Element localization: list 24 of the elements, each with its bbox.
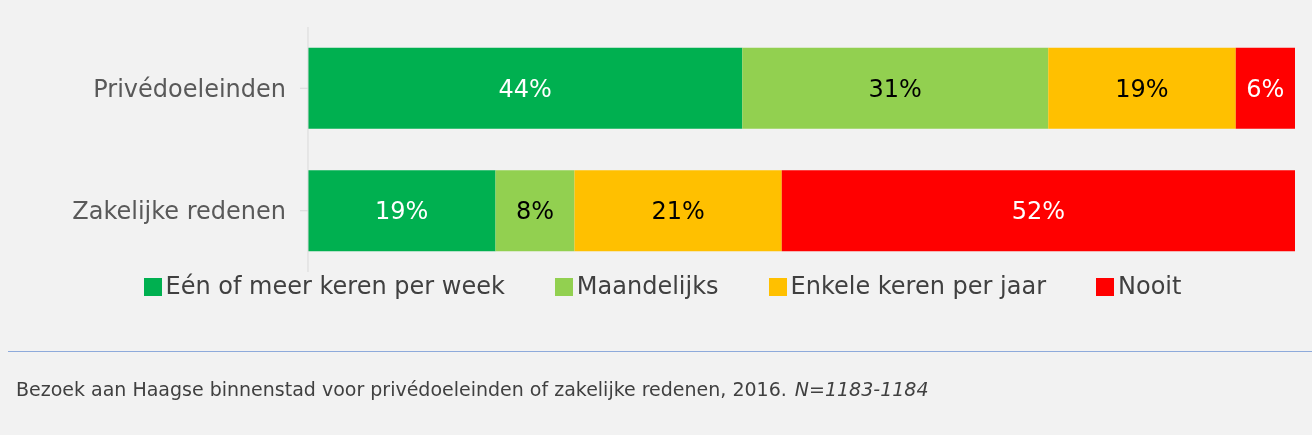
y-tick-label: Zakelijke redenen	[72, 197, 286, 226]
data-label: 44%	[498, 74, 552, 103]
data-label: 6%	[1246, 74, 1285, 103]
bar	[742, 47, 1049, 129]
data-label: 21%	[651, 197, 705, 226]
legend-label: Maandelijks	[576, 272, 719, 300]
y-tick-label: Privédoeleinden	[93, 74, 286, 103]
text: N=1183-1184	[794, 378, 929, 400]
legend-label: Enkele keren per jaar	[790, 272, 1047, 300]
data-label: 31%	[868, 74, 922, 103]
data-label: 52%	[1011, 197, 1066, 226]
bar	[1048, 47, 1236, 129]
legend-label: Eén of meer keren per week	[165, 272, 505, 300]
data-label: 8%	[515, 197, 555, 226]
bar	[574, 170, 782, 252]
bar	[781, 170, 1295, 252]
bar	[308, 47, 743, 129]
data-label: 19%	[1115, 74, 1169, 103]
data-label: 19%	[375, 197, 429, 226]
text: Bezoek aan Haagse binnenstad voor privédoeleinden of zakelijke redenen, 2016.	[16, 378, 787, 400]
bar	[308, 170, 496, 252]
bar	[495, 170, 575, 252]
bar	[1235, 47, 1295, 129]
legend-label: Nooit	[1118, 272, 1182, 300]
